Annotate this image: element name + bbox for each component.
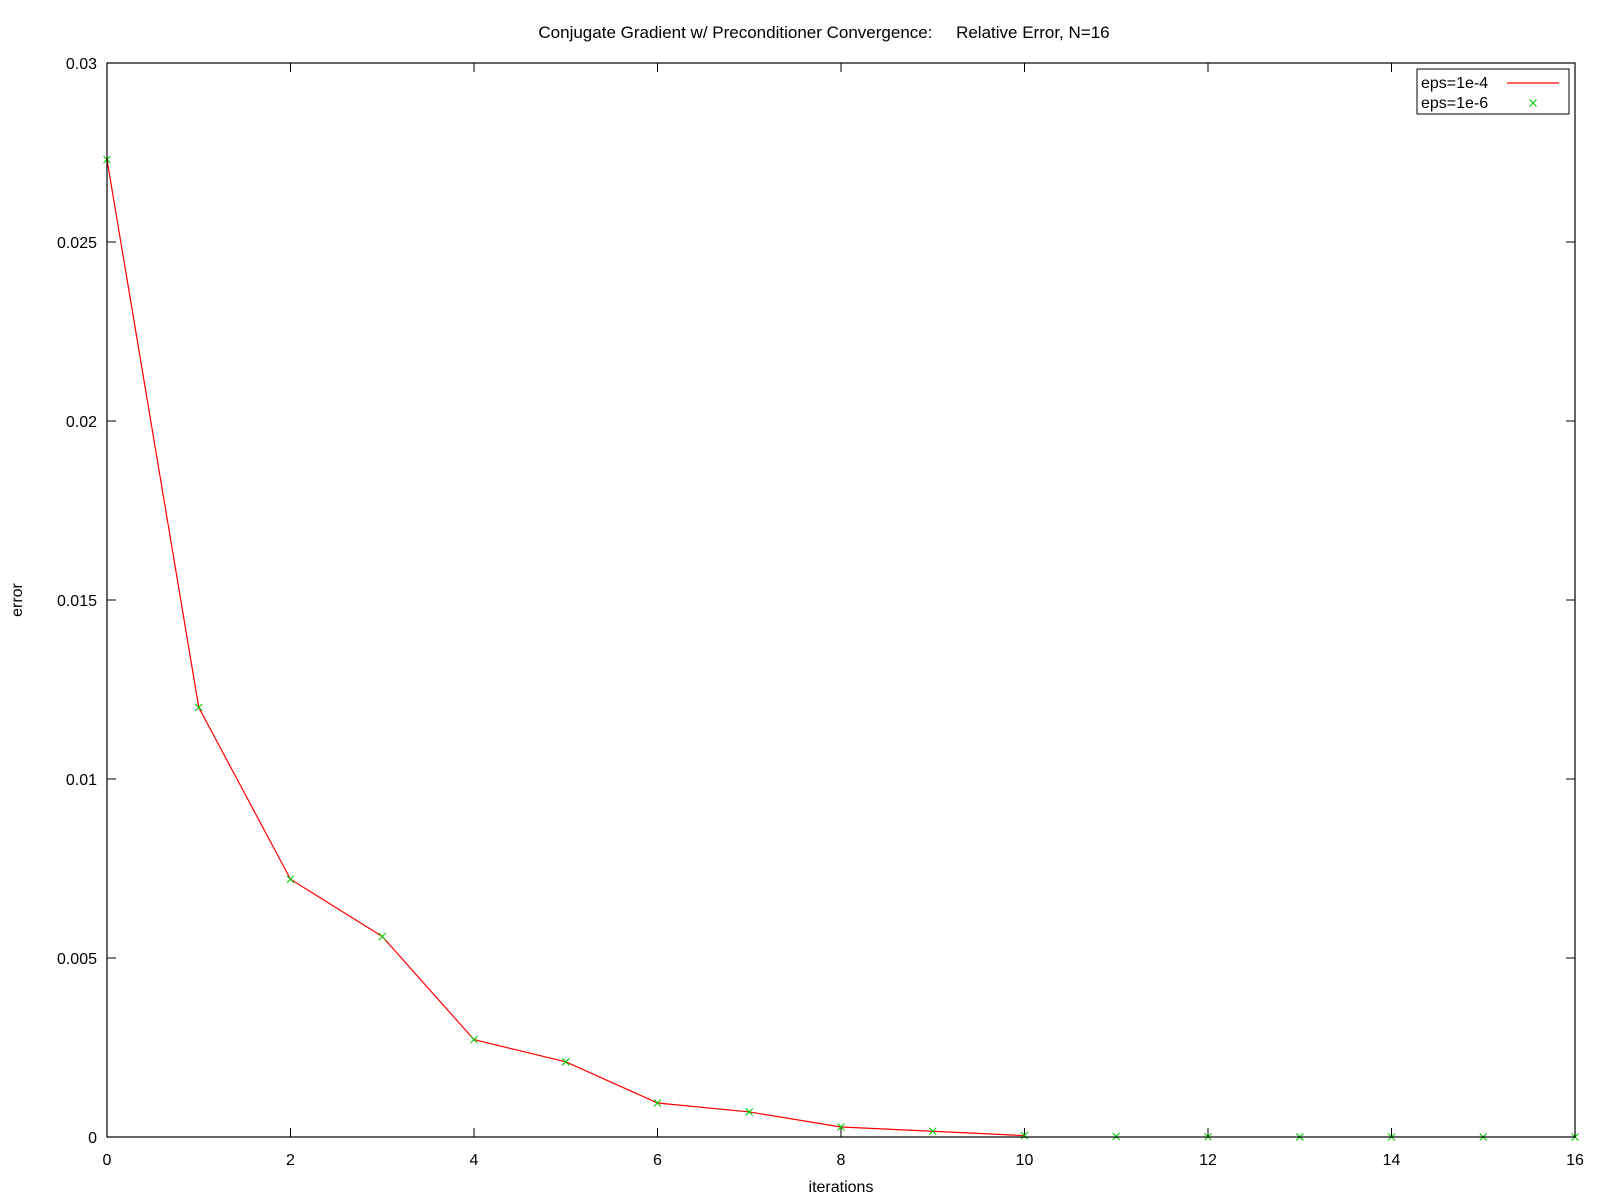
legend: eps=1e-4 eps=1e-6 xyxy=(1416,68,1570,115)
plot-frame xyxy=(106,62,1576,1138)
y-tick-label: 0.005 xyxy=(57,951,97,968)
data-point xyxy=(470,1035,478,1044)
data-point xyxy=(286,875,295,884)
data-point xyxy=(194,703,203,712)
x-tick-label: 2 xyxy=(286,1152,295,1169)
data-point xyxy=(837,1123,845,1131)
x-tick-label: 6 xyxy=(653,1152,662,1169)
x-tick-label: 12 xyxy=(1199,1152,1217,1169)
x-tick-label: 8 xyxy=(837,1152,846,1169)
chart-title: Conjugate Gradient w/ Preconditioner Con… xyxy=(538,23,1109,42)
data-point xyxy=(653,1099,662,1107)
legend-swatch-marker xyxy=(1529,99,1537,107)
y-tick-label: 0.015 xyxy=(57,593,97,610)
x-tick-label: 0 xyxy=(103,1152,112,1169)
legend-label: eps=1e-4 xyxy=(1421,75,1488,92)
data-point xyxy=(378,932,387,941)
x-tick-label: 16 xyxy=(1566,1152,1584,1169)
data-point xyxy=(561,1057,570,1066)
data-point xyxy=(1020,1131,1029,1140)
x-tick-label: 10 xyxy=(1016,1152,1034,1169)
x-tick-label: 14 xyxy=(1383,1152,1401,1169)
legend-box xyxy=(1416,68,1570,115)
y-tick-label: 0.03 xyxy=(66,56,97,73)
x-axis-label: iterations xyxy=(809,1179,874,1196)
legend-label: eps=1e-6 xyxy=(1421,95,1488,112)
y-tick-label: 0.01 xyxy=(66,772,97,789)
y-tick-label: 0 xyxy=(88,1130,97,1147)
y-tick-label: 0.025 xyxy=(57,235,97,252)
y-tick-label: 0.02 xyxy=(66,414,97,431)
x-tick-label: 4 xyxy=(470,1152,479,1169)
data-point xyxy=(745,1108,754,1116)
y-axis-label: error xyxy=(9,582,26,616)
data-point xyxy=(928,1127,937,1136)
